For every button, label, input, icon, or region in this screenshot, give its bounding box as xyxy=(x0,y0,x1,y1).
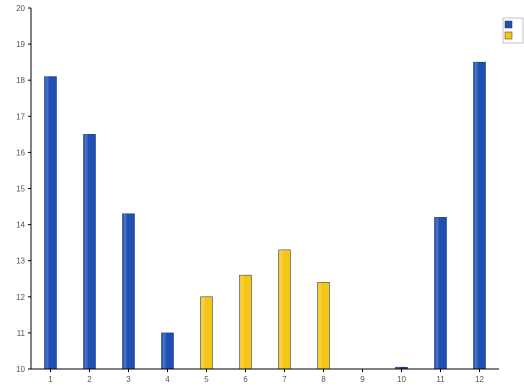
x-tick-label: 12 xyxy=(475,375,484,384)
x-tick-label: 10 xyxy=(397,375,406,384)
bar-highlight xyxy=(279,249,283,369)
x-tick-label: 9 xyxy=(360,375,365,384)
y-tick-label: 19 xyxy=(16,40,25,49)
y-tick-label: 12 xyxy=(16,293,25,302)
bar-highlight xyxy=(162,332,166,369)
y-tick-label: 14 xyxy=(16,221,25,230)
y-tick-label: 11 xyxy=(17,329,26,338)
bar-highlight xyxy=(396,367,400,369)
x-tick-label: 2 xyxy=(87,375,92,384)
bars-group xyxy=(44,61,486,370)
x-axis-ticks: 1 2 3 4 5 6 7 8 9 10 11 12 xyxy=(48,369,484,384)
y-tick-label: 13 xyxy=(16,257,25,266)
bar-highlight xyxy=(84,134,88,369)
legend-swatch xyxy=(504,20,513,29)
y-tick-label: 15 xyxy=(16,185,25,194)
bar-highlight xyxy=(240,275,244,369)
x-tick-label: 7 xyxy=(282,375,287,384)
bar-highlight xyxy=(201,296,205,369)
y-tick-label: 16 xyxy=(16,148,25,157)
x-tick-label: 11 xyxy=(436,375,445,384)
bar-highlight xyxy=(435,217,439,369)
x-tick-label: 6 xyxy=(243,375,248,384)
x-tick-label: 8 xyxy=(321,375,326,384)
bar-highlight xyxy=(45,76,49,369)
x-tick-label: 1 xyxy=(48,375,53,384)
bar-highlight xyxy=(123,213,127,369)
y-axis-ticks: 10 11 12 13 14 15 16 17 18 19 20 xyxy=(16,4,31,374)
y-tick-label: 18 xyxy=(16,76,25,85)
legend-swatch xyxy=(504,31,513,40)
y-tick-label: 20 xyxy=(16,4,25,13)
legend xyxy=(502,17,524,44)
bar-highlight xyxy=(474,62,478,370)
x-tick-label: 5 xyxy=(204,375,209,384)
x-tick-label: 3 xyxy=(126,375,131,384)
x-tick-label: 4 xyxy=(165,375,170,384)
y-tick-label: 10 xyxy=(16,365,25,374)
y-tick-label: 17 xyxy=(16,112,25,121)
bar-highlight xyxy=(318,282,322,369)
